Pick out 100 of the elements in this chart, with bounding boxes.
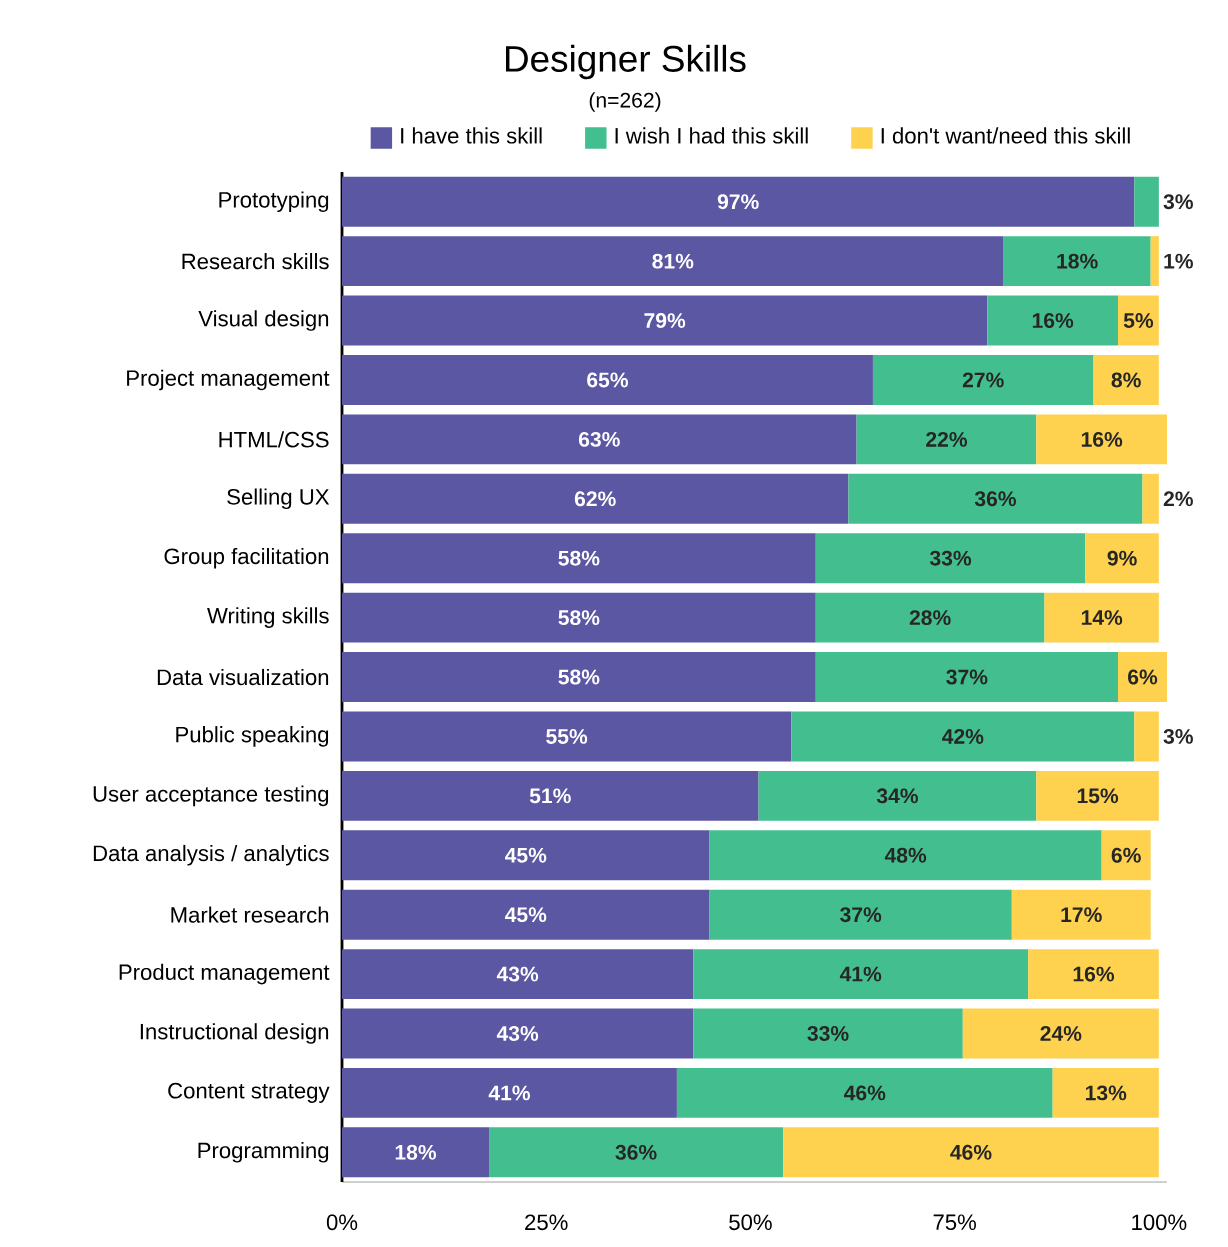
- y-tick-label: User acceptance testing: [93, 785, 329, 807]
- data-label: 36%: [615, 1144, 657, 1160]
- y-tick-label: Product management: [119, 963, 330, 985]
- data-label: 34%: [876, 788, 918, 804]
- bar: [342, 889, 710, 940]
- data-label: 27%: [962, 372, 1004, 388]
- bar: [1134, 711, 1159, 762]
- data-label: 5%: [1123, 313, 1154, 328]
- y-tick-label: Group facilitation: [164, 547, 329, 569]
- data-label: 48%: [884, 847, 927, 863]
- data-label: 46%: [950, 1144, 992, 1160]
- data-label: 15%: [1077, 788, 1119, 804]
- data-label: 22%: [926, 431, 967, 447]
- y-tick-label: Public speaking: [176, 726, 329, 747]
- bar: [342, 592, 816, 643]
- bar: [1134, 176, 1159, 227]
- legend-label: I have this skill: [401, 127, 542, 144]
- data-label: 3%: [1163, 728, 1193, 744]
- y-tick-label: HTML/CSS: [219, 431, 329, 448]
- bar: [856, 414, 1037, 465]
- x-tick-label: 25%: [525, 1214, 568, 1231]
- data-label: 28%: [909, 610, 951, 626]
- data-label: 46%: [844, 1085, 886, 1101]
- bar: [1011, 889, 1151, 940]
- data-label: 6%: [1128, 669, 1158, 685]
- bar: [693, 1008, 963, 1059]
- data-label: 63%: [578, 431, 620, 447]
- data-label: 37%: [946, 669, 988, 685]
- data-label: 37%: [840, 907, 882, 923]
- bar: [1036, 770, 1159, 821]
- bar: [962, 1008, 1159, 1059]
- legend-label: I don't want/need this skill: [881, 127, 1130, 144]
- data-label: 58%: [558, 669, 600, 685]
- y-tick-label: Writing skills: [207, 607, 329, 628]
- data-label: 3%: [1163, 194, 1193, 210]
- data-label: 81%: [652, 253, 694, 269]
- data-label: 33%: [929, 550, 972, 566]
- bar: [815, 652, 1118, 702]
- data-label: 13%: [1085, 1085, 1127, 1101]
- bar: [342, 533, 816, 584]
- data-label: 2%: [1163, 491, 1193, 507]
- chart-title: Designer Skills: [506, 44, 746, 80]
- bar: [987, 295, 1118, 346]
- y-tick-label: Research skills: [182, 253, 329, 270]
- data-label: 45%: [505, 847, 547, 863]
- data-label: 16%: [1081, 431, 1123, 447]
- bar: [693, 949, 1029, 1000]
- bar: [1142, 473, 1159, 524]
- data-label: 58%: [558, 550, 600, 566]
- bar: [342, 711, 792, 762]
- bar: [342, 1067, 677, 1118]
- bar: [342, 236, 1004, 287]
- data-label: 33%: [807, 1026, 849, 1041]
- legend-label: I wish I had this skill: [615, 127, 808, 144]
- bar: [815, 592, 1045, 643]
- data-label: 1%: [1164, 253, 1193, 269]
- data-label: 43%: [496, 1026, 539, 1041]
- bar: [1093, 355, 1159, 405]
- data-label: 24%: [1040, 1026, 1082, 1041]
- data-label: 58%: [558, 610, 600, 626]
- x-tick-label: 75%: [933, 1214, 976, 1231]
- bar: [1118, 295, 1159, 346]
- data-label: 6%: [1111, 847, 1141, 863]
- data-label: 14%: [1081, 610, 1123, 626]
- bar: [342, 949, 694, 1000]
- bar: [783, 1127, 1159, 1178]
- bar: [1052, 1067, 1159, 1118]
- data-label: 8%: [1111, 372, 1141, 388]
- bar: [1085, 533, 1159, 584]
- bar: [342, 414, 857, 465]
- data-label: 41%: [839, 966, 882, 982]
- bar: [709, 889, 1012, 940]
- y-tick-label: Content strategy: [168, 1082, 330, 1103]
- data-label: 18%: [395, 1144, 437, 1160]
- y-tick-label: Prototyping: [219, 191, 329, 213]
- data-label: 9%: [1107, 550, 1137, 566]
- bar: [1150, 236, 1159, 287]
- x-tick-label: 100%: [1132, 1214, 1187, 1231]
- bar: [1101, 830, 1151, 881]
- bar: [758, 770, 1037, 821]
- bar: [342, 355, 873, 405]
- bar: [848, 473, 1143, 524]
- bar: [1003, 236, 1151, 287]
- y-tick-label: Data visualization: [157, 668, 329, 686]
- y-tick-label: Visual design: [198, 310, 329, 331]
- bar: [342, 473, 849, 524]
- data-label: 41%: [488, 1085, 530, 1101]
- bar: [872, 355, 1094, 405]
- data-label: 55%: [546, 729, 588, 744]
- data-label: 79%: [644, 313, 686, 329]
- bar: [342, 295, 988, 346]
- data-label: 17%: [1061, 907, 1102, 923]
- data-label: 45%: [505, 907, 547, 923]
- y-tick-label: Market research: [171, 906, 329, 923]
- bar: [676, 1067, 1053, 1118]
- data-label: 16%: [1032, 313, 1074, 329]
- bar: [342, 830, 710, 881]
- bar: [709, 830, 1102, 881]
- bar: [342, 770, 759, 821]
- bar: [1036, 414, 1168, 465]
